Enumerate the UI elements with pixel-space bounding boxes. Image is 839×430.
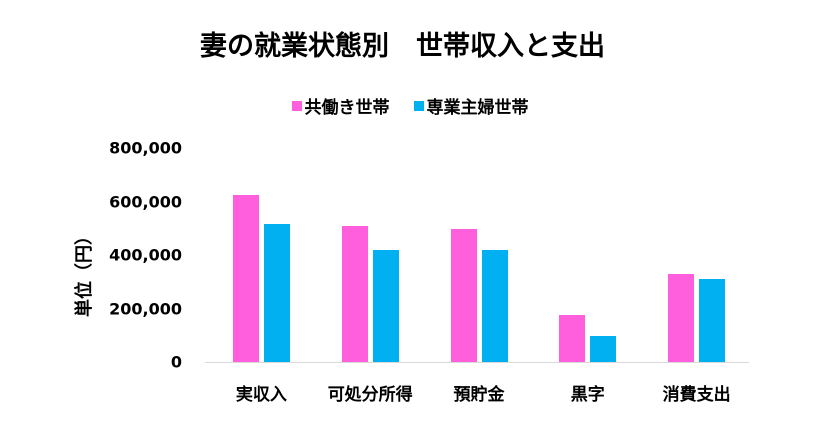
x-tick-label: 可処分所得 — [327, 385, 413, 405]
legend-swatch-pink-icon — [291, 100, 302, 111]
y-tick-label: 600,000 — [109, 192, 182, 211]
legend: 共働き世帯 専業主婦世帯 — [0, 93, 820, 118]
bar-single-income — [699, 278, 726, 362]
bar-single-income — [263, 223, 290, 362]
y-tick-label: 400,000 — [109, 245, 182, 265]
bar-dual-income — [232, 194, 259, 362]
bar-single-income — [372, 249, 399, 362]
y-axis-title: 単位（円） — [74, 227, 95, 317]
bar-dual-income — [668, 273, 695, 362]
chart-title: 妻の就業状態別 世帯収入と支出 — [200, 31, 605, 62]
legend-label: 共働き世帯 — [304, 98, 390, 118]
legend-label: 専業主婦世帯 — [426, 98, 529, 118]
x-tick-label: 黒字 — [570, 385, 605, 405]
legend-swatch-blue-icon — [413, 100, 424, 111]
y-tick-label: 800,000 — [109, 138, 182, 158]
legend-item-single-income: 専業主婦世帯 — [413, 93, 529, 118]
y-tick-label: 0 — [170, 352, 182, 372]
x-tick-label: 預貯金 — [453, 385, 505, 405]
x-axis-line — [205, 362, 749, 363]
x-tick-label: 実収入 — [235, 385, 287, 405]
bar-dual-income — [559, 314, 586, 362]
y-tick-label: 200,000 — [109, 299, 182, 318]
bar-dual-income — [450, 228, 477, 362]
plot-area — [205, 148, 749, 362]
bar-dual-income — [341, 225, 368, 362]
x-tick-label: 消費支出 — [662, 385, 731, 405]
bar-single-income — [590, 335, 617, 362]
legend-item-dual-income: 共働き世帯 — [291, 93, 390, 118]
bar-single-income — [481, 249, 508, 362]
